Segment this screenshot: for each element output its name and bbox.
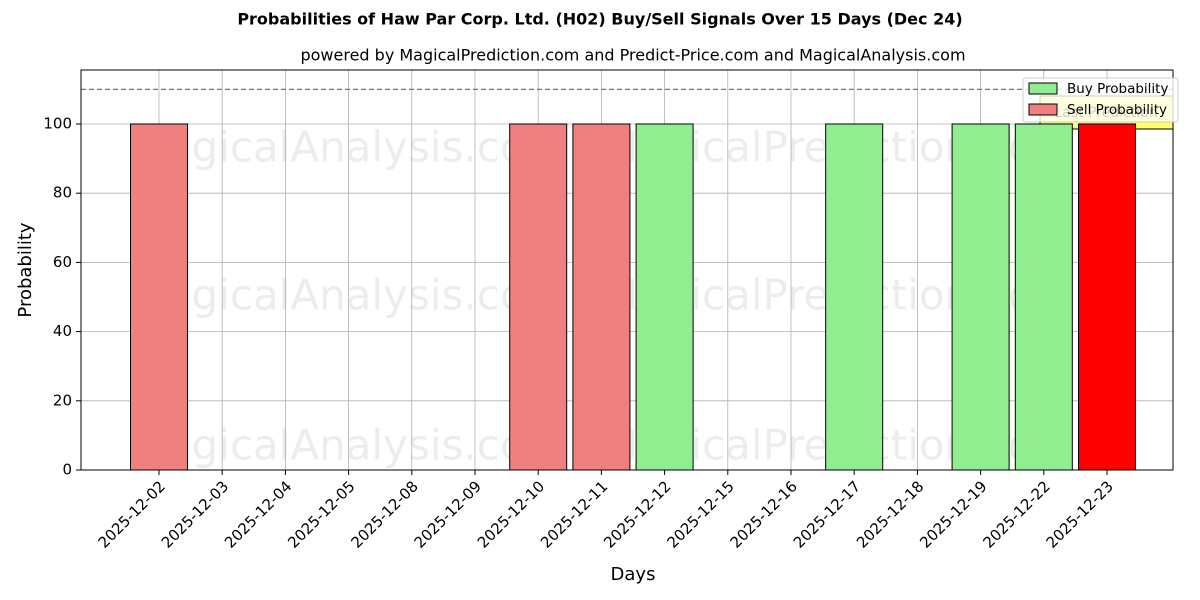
y-tick-label: 60 (53, 253, 72, 271)
plot-frame (80, 69, 1174, 471)
legend-swatch (1028, 103, 1058, 116)
x-tick-label: 2025-12-11 (537, 477, 611, 551)
bar (130, 123, 188, 471)
x-tick-label: 2025-12-10 (474, 477, 548, 551)
y-tick-label: 80 (53, 184, 72, 202)
legend-swatch (1028, 82, 1058, 95)
bar (825, 123, 884, 471)
x-tick-label: 2025-12-23 (1043, 477, 1117, 551)
x-tick-label: 2025-12-09 (411, 477, 485, 551)
chart-subtitle: powered by MagicalPrediction.com and Pre… (300, 46, 965, 65)
watermark: MagicalAnalysis.com (130, 271, 567, 320)
x-tick-label: 2025-12-16 (727, 477, 801, 551)
bar (951, 123, 1010, 471)
x-tick-label: 2025-12-19 (916, 477, 990, 551)
watermark: MagicalAnalysis.com (130, 421, 567, 470)
x-tick-label: 2025-12-12 (600, 477, 674, 551)
watermark: MagicalAnalysis.com (130, 123, 567, 172)
x-tick-label: 2025-12-22 (979, 477, 1053, 551)
x-tick-label: 2025-12-02 (95, 477, 169, 551)
bar (572, 123, 631, 471)
bar (1078, 123, 1136, 471)
x-axis-label: Days (611, 564, 656, 585)
x-tick-label: 2025-12-04 (221, 477, 295, 551)
x-tick-label: 2025-12-08 (347, 477, 421, 551)
x-tick-label: 2025-12-05 (284, 477, 358, 551)
x-tick-label: 2025-12-03 (158, 477, 232, 551)
chart-title: Probabilities of Haw Par Corp. Ltd. (H02… (237, 10, 962, 29)
x-tick-label: 2025-12-17 (790, 477, 864, 551)
x-tick-label: 2025-12-15 (663, 477, 737, 551)
bar (509, 123, 568, 471)
bar (635, 123, 694, 471)
bar (1014, 123, 1073, 471)
y-tick-label: 0 (62, 461, 72, 479)
legend-label: Sell Probability (1067, 102, 1167, 118)
y-tick-label: 100 (43, 114, 72, 132)
legend: Buy Probability Sell Probability (1022, 77, 1179, 123)
legend-box (1022, 77, 1179, 123)
y-tick-label: 20 (53, 391, 72, 409)
y-axis-label: Probability (15, 222, 36, 317)
legend-label: Buy Probability (1067, 81, 1168, 97)
x-tick-label: 2025-12-18 (853, 477, 927, 551)
y-tick-label: 40 (53, 322, 72, 340)
